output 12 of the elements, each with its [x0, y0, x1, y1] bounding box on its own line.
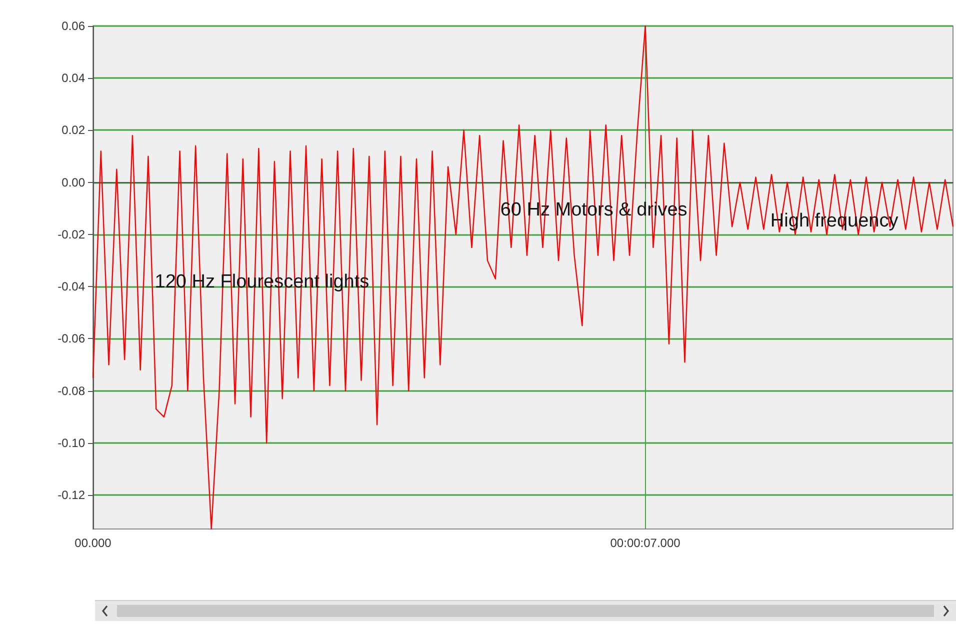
y-tick-label: -0.10	[58, 436, 86, 450]
y-tick-label: -0.04	[58, 280, 86, 294]
y-tick-label: 0.02	[62, 123, 86, 138]
y-tick-label: 0.00	[62, 175, 86, 190]
y-tick-label: -0.12	[58, 488, 86, 502]
x-tick-label: 00.000	[74, 536, 112, 550]
y-tick-label: 0.06	[62, 19, 86, 33]
y-tick-label: 0.04	[62, 71, 86, 86]
y-tick-label: -0.02	[58, 227, 86, 242]
x-tick-label: 00:00:07.000	[610, 536, 681, 550]
y-tick-label: -0.06	[58, 332, 86, 346]
y-tick-label: -0.08	[58, 384, 86, 398]
